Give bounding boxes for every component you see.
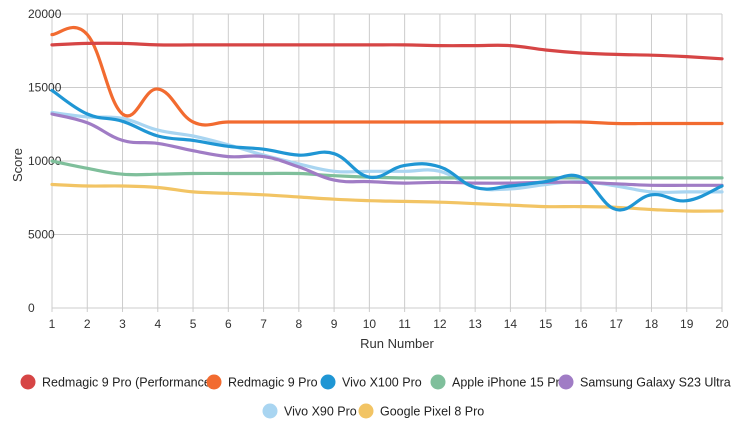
legend-label: Vivo X90 Pro: [284, 405, 357, 419]
x-tick-label: 17: [610, 317, 624, 331]
x-tick-label: 16: [574, 317, 588, 331]
x-tick-label: 3: [119, 317, 126, 331]
x-tick-label: 2: [84, 317, 91, 331]
y-tick-label: 20000: [28, 7, 62, 21]
legend-label: Apple iPhone 15 Pro: [452, 376, 567, 390]
legend: Redmagic 9 Pro (Performance) Redmagic 9 P…: [20, 374, 731, 419]
legend-item-vivo-x100-pro[interactable]: Vivo X100 Pro: [320, 374, 422, 390]
x-tick-label: 19: [680, 317, 694, 331]
x-tick-label: 9: [331, 317, 338, 331]
x-tick-label: 5: [190, 317, 197, 331]
x-tick-label: 11: [398, 317, 411, 331]
legend-item-vivo-x90-pro[interactable]: Vivo X90 Pro: [262, 403, 357, 419]
legend-item-google-pixel-8-pro[interactable]: Google Pixel 8 Pro: [358, 403, 485, 419]
series-line-apple-iphone-15-pro: [50, 159, 724, 180]
x-tick-label: 20: [715, 317, 729, 331]
legend-marker: [358, 403, 374, 419]
legend-label: Samsung Galaxy S23 Ultra: [580, 376, 731, 390]
legend-label: Redmagic 9 Pro: [228, 376, 318, 390]
x-tick-label: 12: [433, 317, 447, 331]
legend-item-redmagic-9-pro-performance[interactable]: Redmagic 9 Pro (Performance): [20, 374, 215, 390]
legend-item-samsung-galaxy-s23-ultra[interactable]: Samsung Galaxy S23 Ultra: [558, 374, 731, 390]
y-tick-label: 0: [28, 301, 35, 315]
series-line-redmagic-9-pro-performance: [50, 41, 724, 61]
legend-item-redmagic-9-pro[interactable]: Redmagic 9 Pro: [206, 374, 318, 390]
x-axis-ticks: 1 2 3 4 5 6 7 8 9 10 11 12 13 14 15 16 17 18 19 20: [49, 317, 729, 331]
x-axis-title: Run Number: [360, 336, 434, 351]
legend-marker: [206, 374, 222, 390]
series-line-google-pixel-8-pro: [50, 182, 724, 213]
legend-label: Vivo X100 Pro: [342, 376, 422, 390]
x-tick-label: 13: [468, 317, 482, 331]
x-tick-label: 10: [363, 317, 377, 331]
legend-item-apple-iphone-15-pro[interactable]: Apple iPhone 15 Pro: [430, 374, 567, 390]
x-tick-label: 6: [225, 317, 232, 331]
legend-marker: [320, 374, 336, 390]
series-line-redmagic-9-pro: [50, 26, 724, 127]
y-tick-label: 10000: [28, 154, 62, 168]
legend-label: Google Pixel 8 Pro: [380, 405, 484, 419]
gridlines: [51, 13, 723, 312]
x-tick-label: 18: [645, 317, 659, 331]
x-tick-label: 7: [260, 317, 267, 331]
legend-marker: [20, 374, 36, 390]
x-tick-label: 15: [539, 317, 553, 331]
series-lines: [50, 26, 724, 213]
y-tick-label: 5000: [28, 228, 55, 242]
x-tick-label: 14: [504, 317, 518, 331]
series-line-vivo-x100-pro: [50, 88, 724, 212]
x-tick-label: 8: [295, 317, 302, 331]
legend-label: Redmagic 9 Pro (Performance): [42, 376, 215, 390]
y-axis-title: Score: [10, 148, 25, 182]
legend-marker: [430, 374, 446, 390]
series-line-samsung-galaxy-s23-ultra: [50, 112, 724, 187]
legend-marker: [262, 403, 278, 419]
x-tick-label: 4: [154, 317, 161, 331]
legend-marker: [558, 374, 574, 390]
x-tick-label: 1: [49, 317, 56, 331]
